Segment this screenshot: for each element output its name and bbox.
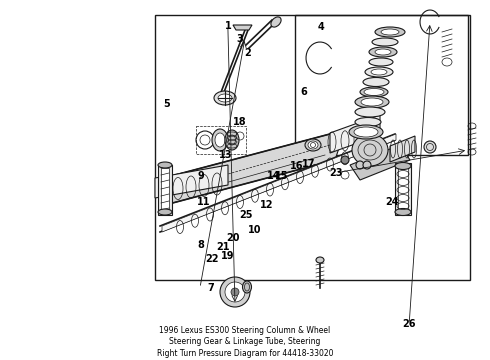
Text: 22: 22 xyxy=(205,254,219,264)
Ellipse shape xyxy=(308,141,318,149)
Circle shape xyxy=(356,161,364,169)
Ellipse shape xyxy=(355,96,389,108)
Bar xyxy=(395,163,411,215)
Polygon shape xyxy=(155,165,228,198)
Text: 18: 18 xyxy=(233,117,247,127)
Ellipse shape xyxy=(369,47,397,57)
Text: 26: 26 xyxy=(402,319,416,329)
Ellipse shape xyxy=(361,98,383,106)
Text: 8: 8 xyxy=(197,240,204,250)
Text: 17: 17 xyxy=(302,159,316,169)
Text: 7: 7 xyxy=(207,283,214,293)
Text: 24: 24 xyxy=(385,197,399,207)
Ellipse shape xyxy=(395,162,411,170)
Circle shape xyxy=(231,288,239,296)
Text: 1: 1 xyxy=(224,21,231,31)
Circle shape xyxy=(341,156,349,164)
Ellipse shape xyxy=(363,77,389,86)
Ellipse shape xyxy=(371,69,387,75)
Text: 12: 12 xyxy=(260,200,274,210)
Circle shape xyxy=(225,282,245,302)
Ellipse shape xyxy=(349,125,383,139)
Text: 3: 3 xyxy=(237,34,244,44)
Polygon shape xyxy=(233,25,252,30)
Bar xyxy=(158,165,172,215)
Text: 4: 4 xyxy=(318,22,324,32)
Ellipse shape xyxy=(372,38,398,46)
Bar xyxy=(295,15,468,155)
Ellipse shape xyxy=(364,89,384,95)
Ellipse shape xyxy=(360,87,388,97)
Ellipse shape xyxy=(395,208,411,216)
Ellipse shape xyxy=(218,94,232,102)
Ellipse shape xyxy=(354,127,378,137)
Text: 19: 19 xyxy=(221,251,235,261)
Text: 20: 20 xyxy=(226,233,240,243)
Ellipse shape xyxy=(158,162,172,168)
Ellipse shape xyxy=(212,129,228,151)
Text: 16: 16 xyxy=(290,161,303,171)
Text: 5: 5 xyxy=(163,99,170,109)
Text: 2: 2 xyxy=(244,48,251,58)
Text: 11: 11 xyxy=(196,197,210,207)
Bar xyxy=(155,15,470,280)
Polygon shape xyxy=(165,130,345,205)
Ellipse shape xyxy=(316,257,324,263)
Circle shape xyxy=(363,161,371,169)
Bar xyxy=(161,168,169,212)
Ellipse shape xyxy=(365,67,393,77)
Text: 6: 6 xyxy=(300,87,307,97)
Ellipse shape xyxy=(369,58,393,66)
Text: 25: 25 xyxy=(239,210,253,220)
Text: 9: 9 xyxy=(197,171,204,181)
Ellipse shape xyxy=(158,209,172,215)
Ellipse shape xyxy=(424,141,436,153)
Polygon shape xyxy=(162,134,396,232)
Bar xyxy=(398,166,408,212)
Text: 14: 14 xyxy=(267,171,280,181)
Ellipse shape xyxy=(355,117,381,126)
Ellipse shape xyxy=(381,29,399,35)
Text: 13: 13 xyxy=(219,150,232,160)
Polygon shape xyxy=(350,145,410,180)
Ellipse shape xyxy=(352,134,388,166)
Text: 15: 15 xyxy=(274,171,288,181)
Text: 10: 10 xyxy=(248,225,262,235)
Ellipse shape xyxy=(271,17,281,27)
Ellipse shape xyxy=(375,49,391,55)
Text: 21: 21 xyxy=(216,242,230,252)
Polygon shape xyxy=(330,115,380,153)
Ellipse shape xyxy=(243,281,251,293)
Ellipse shape xyxy=(355,107,385,117)
Ellipse shape xyxy=(305,139,321,151)
Text: 1996 Lexus ES300 Steering Column & Wheel
Steering Gear & Linkage Tube, Steering
: 1996 Lexus ES300 Steering Column & Wheel… xyxy=(157,326,333,358)
Ellipse shape xyxy=(375,27,405,37)
Ellipse shape xyxy=(215,133,225,147)
Text: 23: 23 xyxy=(329,168,343,178)
Ellipse shape xyxy=(214,91,236,105)
Ellipse shape xyxy=(225,130,239,150)
Circle shape xyxy=(220,277,250,307)
Polygon shape xyxy=(390,136,415,162)
